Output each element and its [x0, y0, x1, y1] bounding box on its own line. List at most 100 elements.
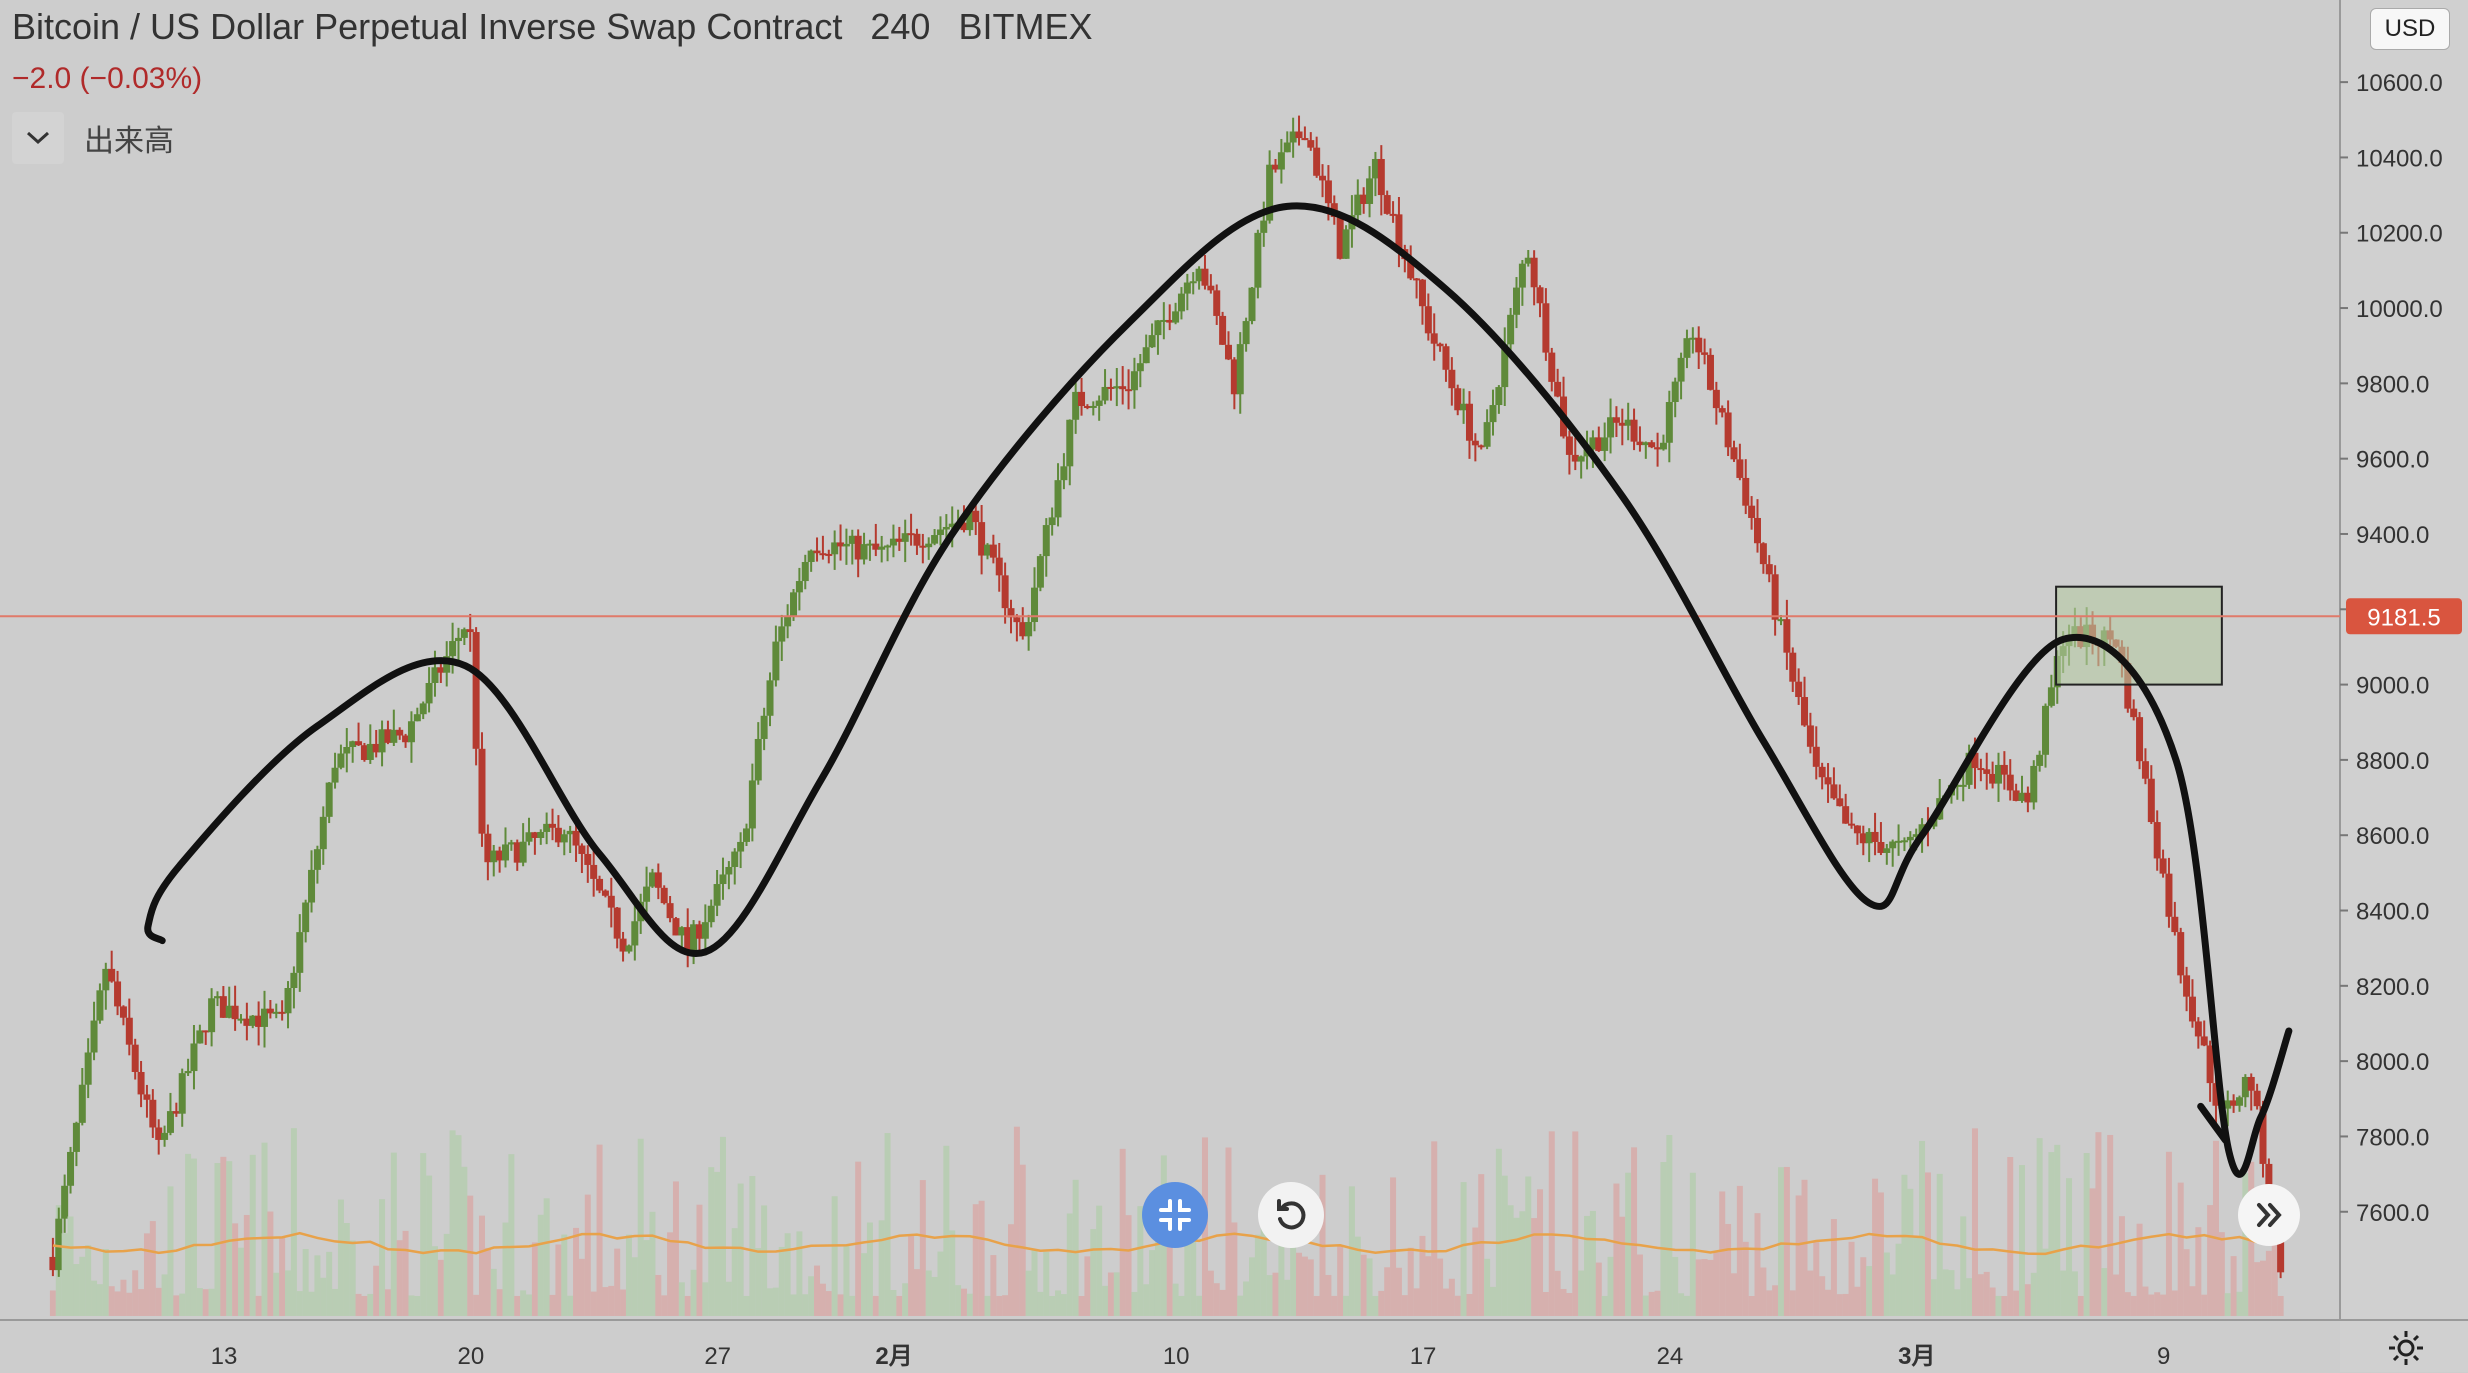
candle-body	[2259, 1106, 2267, 1164]
interval[interactable]: 240	[870, 6, 931, 47]
volume-bar	[890, 1290, 897, 1316]
volume-bar	[1707, 1259, 1714, 1316]
rotate-ccw-icon[interactable]	[1258, 1182, 1324, 1248]
candle-body	[443, 656, 451, 673]
volume-bar	[1272, 1272, 1279, 1316]
volume-bar	[1260, 1212, 1267, 1316]
volume-bar	[508, 1154, 515, 1316]
volume-bar	[2019, 1165, 2026, 1316]
volume-bar	[878, 1220, 885, 1316]
candle-body	[2212, 1083, 2220, 1106]
candle-body	[1718, 408, 1726, 413]
volume-bar	[573, 1227, 580, 1316]
volume-bar	[1572, 1131, 1579, 1316]
double-chevron-right-icon[interactable]	[2238, 1184, 2300, 1246]
candle-body	[819, 553, 827, 556]
candle-body	[725, 866, 733, 875]
candle-body	[1518, 263, 1526, 288]
candle-body	[684, 927, 692, 951]
volume-bar	[1789, 1290, 1796, 1316]
x-tick-label: 27	[704, 1343, 731, 1370]
candle-body	[2177, 932, 2185, 976]
candle-body	[213, 996, 221, 999]
candle-body	[1648, 442, 1656, 448]
volume-bar	[1930, 1279, 1937, 1316]
volume-bar	[1913, 1235, 1920, 1316]
volume-bar	[1813, 1242, 1820, 1316]
volume-bar	[943, 1145, 950, 1316]
volume-bar	[514, 1295, 521, 1316]
candle-body	[2036, 754, 2044, 766]
candle-body	[360, 745, 368, 760]
volume-bar	[614, 1248, 621, 1316]
candle-body	[1377, 158, 1385, 196]
volume-bar	[1801, 1179, 1808, 1316]
volume-bar	[2101, 1268, 2108, 1316]
candle-body	[178, 1073, 186, 1114]
volume-bar	[955, 1285, 962, 1316]
candle-body	[78, 1084, 86, 1123]
volume-bar	[896, 1295, 903, 1316]
volume-bar	[1049, 1295, 1056, 1316]
candle-body	[972, 510, 980, 523]
volume-bar	[267, 1211, 274, 1316]
volume-bar	[526, 1294, 533, 1316]
volume-bar	[2218, 1232, 2225, 1316]
volume-bar	[1484, 1258, 1491, 1316]
volume-bar	[702, 1282, 709, 1316]
volume-bar	[1766, 1290, 1773, 1316]
candle-body	[2171, 916, 2179, 933]
candle-body	[478, 748, 486, 834]
volume-bar	[190, 1158, 197, 1316]
volume-bar	[1360, 1254, 1367, 1316]
chevron-down-icon[interactable]	[12, 112, 64, 164]
candle-body	[166, 1111, 174, 1133]
candle-body	[402, 735, 410, 743]
candle-body	[654, 872, 662, 888]
volume-bar	[1172, 1283, 1179, 1316]
candle-body	[931, 535, 939, 544]
volume-bar	[1713, 1252, 1720, 1316]
volume-bar	[1448, 1278, 1455, 1316]
volume-bar	[2077, 1295, 2084, 1316]
candle-body	[1107, 386, 1115, 389]
candle-body	[2253, 1090, 2261, 1107]
candle-body	[619, 938, 627, 952]
candle-body	[2206, 1045, 2214, 1084]
volume-bar	[996, 1295, 1003, 1316]
volume-bar	[643, 1240, 650, 1316]
candle-body	[1736, 459, 1744, 478]
volume-bar	[1149, 1250, 1156, 1316]
volume-bar	[2242, 1172, 2249, 1316]
candle-body	[1389, 213, 1397, 216]
candle-body	[502, 844, 510, 861]
volume-bar	[719, 1136, 726, 1316]
candle-body	[1900, 840, 1908, 843]
volume-bar	[1489, 1286, 1496, 1316]
volume-bar	[1437, 1258, 1444, 1316]
candle-body	[490, 850, 498, 863]
x-tick-label: 17	[1410, 1343, 1437, 1370]
volume-bar	[1648, 1291, 1655, 1316]
volume-legend: 出来高	[12, 112, 174, 164]
candle-body	[255, 1015, 263, 1027]
volume-bar	[1025, 1270, 1032, 1316]
candle-body	[1025, 622, 1033, 637]
x-tick-label: 3月	[1898, 1343, 1935, 1370]
collapse-arrows-icon[interactable]	[1142, 1182, 1208, 1248]
volume-bar	[737, 1183, 744, 1316]
volume-bar	[1889, 1274, 1896, 1316]
volume-bar	[179, 1293, 186, 1316]
candle-body	[331, 767, 339, 783]
y-tick-label: 10200.0	[2356, 221, 2443, 248]
candle-body	[731, 851, 739, 867]
candle-body	[1677, 357, 1685, 382]
volume-bar	[461, 1166, 468, 1316]
candle-body	[1636, 441, 1644, 446]
candle-body	[1853, 825, 1861, 834]
candle-body	[2165, 873, 2173, 917]
gear-icon[interactable]	[2386, 1328, 2426, 1368]
currency-button[interactable]: USD	[2370, 8, 2450, 50]
volume-bar	[2036, 1138, 2043, 1316]
